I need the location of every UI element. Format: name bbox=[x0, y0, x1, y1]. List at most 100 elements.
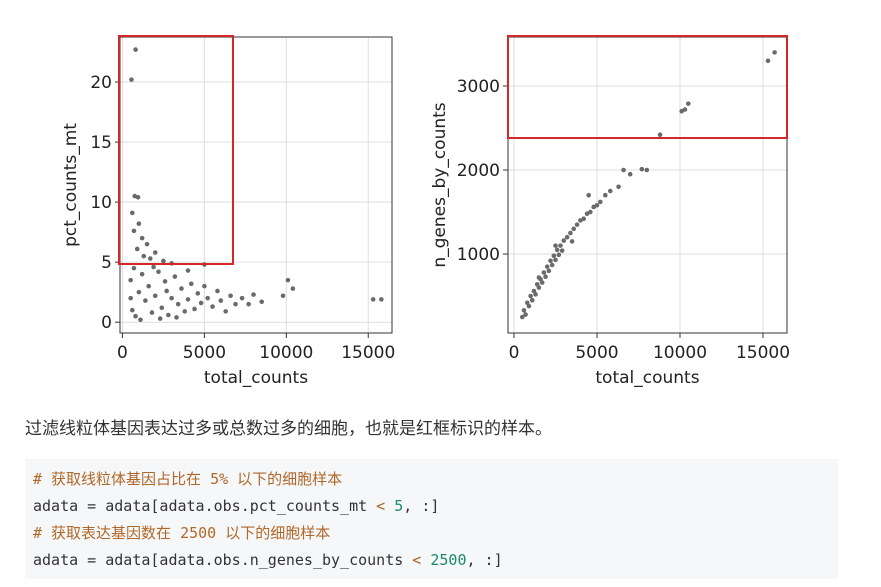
y-tick-label: 2000 bbox=[457, 161, 500, 181]
point bbox=[682, 107, 688, 112]
point bbox=[129, 77, 134, 82]
point bbox=[581, 216, 587, 222]
point bbox=[571, 226, 577, 232]
point bbox=[285, 277, 291, 283]
point bbox=[128, 277, 133, 283]
code-token: < bbox=[412, 551, 422, 569]
code-token: # 获取线粒体基因占比在 5% 以下的细胞样本 bbox=[33, 470, 343, 488]
point bbox=[174, 315, 179, 320]
point bbox=[370, 297, 376, 302]
point bbox=[129, 210, 135, 216]
point bbox=[179, 286, 184, 291]
point bbox=[128, 295, 133, 301]
point bbox=[131, 265, 137, 271]
point bbox=[146, 283, 151, 289]
point bbox=[569, 239, 575, 244]
point bbox=[594, 202, 600, 208]
point bbox=[558, 243, 563, 248]
point bbox=[685, 101, 691, 106]
point bbox=[144, 241, 150, 247]
point bbox=[133, 47, 138, 52]
point bbox=[251, 292, 256, 297]
point bbox=[152, 250, 158, 255]
point bbox=[546, 268, 552, 274]
code-block: # 获取线粒体基因占比在 5% 以下的细胞样本 adata = adata[ada… bbox=[25, 459, 838, 579]
point bbox=[379, 297, 384, 302]
x-tick-label: 10000 bbox=[259, 343, 313, 363]
point bbox=[157, 316, 163, 321]
y-tick-label: 0 bbox=[101, 313, 112, 333]
point bbox=[152, 293, 158, 299]
point bbox=[148, 256, 153, 261]
point bbox=[131, 228, 137, 234]
point bbox=[559, 248, 565, 253]
point bbox=[544, 264, 550, 269]
point bbox=[627, 171, 633, 177]
point bbox=[536, 285, 542, 290]
code-line: adata = adata[adata.obs.n_genes_by_count… bbox=[33, 547, 503, 574]
code-line: # 获取表达基因数在 2500 以下的细胞样本 bbox=[33, 520, 330, 547]
point bbox=[149, 310, 155, 315]
caption: 过滤线粒体基因表达过多或总数过多的细胞，也就是红框标识的样本。 bbox=[25, 419, 552, 439]
point bbox=[136, 221, 142, 227]
point bbox=[156, 269, 161, 275]
point bbox=[528, 293, 533, 299]
point bbox=[139, 271, 145, 277]
highlight-box bbox=[507, 35, 788, 139]
point bbox=[192, 306, 197, 312]
point bbox=[621, 167, 626, 173]
y-tick-label: 15 bbox=[90, 133, 112, 153]
code-line: # 获取线粒体基因占比在 5% 以下的细胞样本 bbox=[33, 466, 342, 493]
point bbox=[135, 195, 141, 200]
point bbox=[519, 314, 525, 320]
point bbox=[141, 253, 147, 259]
y-axis-label: pct_counts_mt bbox=[61, 123, 81, 247]
point bbox=[161, 258, 166, 264]
point bbox=[526, 303, 532, 309]
point bbox=[166, 312, 171, 318]
point bbox=[548, 258, 553, 264]
point bbox=[553, 243, 558, 248]
point bbox=[639, 166, 645, 172]
point bbox=[223, 309, 228, 314]
y-tick-label: 3000 bbox=[457, 77, 500, 97]
point bbox=[553, 257, 558, 263]
point bbox=[136, 289, 142, 295]
point bbox=[151, 264, 156, 270]
point bbox=[549, 262, 555, 268]
point bbox=[602, 192, 608, 198]
point bbox=[574, 222, 580, 227]
point bbox=[521, 308, 527, 313]
code-token: adata = adata[adata.obs.pct_counts_mt bbox=[33, 497, 377, 515]
point bbox=[246, 301, 251, 307]
point bbox=[533, 292, 538, 297]
plot-frame bbox=[507, 36, 788, 334]
charts: 0 5000 10000 15000100020003000total_countsn… bbox=[61, 35, 790, 388]
x-tick-label: 0 bbox=[509, 343, 520, 363]
code-token: # 获取表达基因数在 2500 以下的细胞样本 bbox=[33, 524, 331, 542]
point bbox=[539, 280, 545, 285]
point bbox=[198, 300, 204, 306]
point bbox=[185, 268, 191, 273]
point bbox=[182, 309, 188, 314]
point bbox=[205, 295, 210, 301]
point bbox=[588, 209, 593, 215]
point bbox=[162, 279, 168, 284]
x-tick-label: 5000 bbox=[183, 343, 226, 363]
code-token bbox=[385, 497, 394, 515]
y-tick-label: 1000 bbox=[457, 245, 500, 265]
point bbox=[133, 313, 138, 319]
code-token: < bbox=[376, 497, 386, 515]
point bbox=[195, 291, 201, 296]
point bbox=[202, 283, 207, 289]
x-tick-label: 5000 bbox=[575, 343, 618, 363]
point bbox=[556, 252, 562, 258]
y-tick-label: 10 bbox=[90, 193, 112, 213]
point bbox=[218, 298, 224, 303]
chart: 0 5000 10000 15000 0 5 10 15 20 total_counts pct_c… bbox=[61, 36, 395, 388]
point bbox=[290, 286, 296, 291]
x-axis-label: total_counts bbox=[595, 368, 699, 388]
point bbox=[586, 192, 591, 198]
point bbox=[529, 297, 535, 303]
code-line: adata = adata[adata.obs.pct_counts_mt < … bbox=[33, 493, 439, 520]
